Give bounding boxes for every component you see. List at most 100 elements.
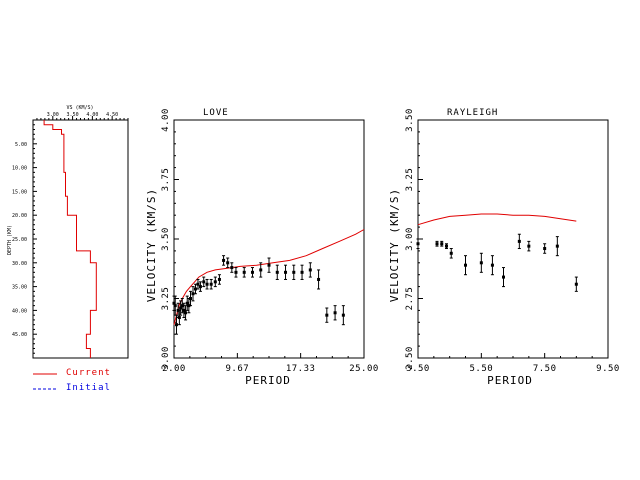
love-point-marker (213, 280, 217, 284)
love-data-point (213, 276, 217, 288)
love-x-tick-label: 2.00 (162, 364, 186, 374)
love-data-point (259, 262, 263, 278)
love-x-tick-labels: 2.00 9.67 17.33 25.00 (162, 364, 379, 374)
rayleigh-data-point (449, 248, 453, 259)
love-x-tick-label: 25.00 (349, 364, 379, 374)
love-data-point (275, 264, 279, 280)
model-y-tick-label: 30.00 (12, 261, 27, 267)
rayleigh-y-tick-label: 2.50 (405, 346, 415, 370)
love-data-point (174, 314, 178, 335)
love-point-marker (202, 280, 206, 284)
rayleigh-point-marker (502, 275, 505, 279)
love-data-point (267, 257, 271, 273)
love-point-marker (217, 277, 221, 281)
love-x-tick-label: 17.33 (286, 364, 316, 374)
love-data-point (185, 295, 189, 311)
rayleigh-point-marker (440, 242, 444, 246)
rayleigh-data-point (416, 238, 420, 250)
rayleigh-data-point (445, 243, 448, 250)
love-data-point (242, 267, 246, 278)
rayleigh-y-tick-label: 2.75 (405, 287, 415, 311)
love-y-tick-label: 3.75 (161, 168, 171, 192)
love-data-point (217, 274, 221, 285)
rayleigh-point-marker (527, 244, 531, 248)
rayleigh-point-marker (479, 261, 483, 265)
rayleigh-point-marker (517, 239, 521, 243)
rayleigh-point-marker (445, 244, 448, 248)
love-ticks (173, 119, 365, 359)
rayleigh-y-tick-label: 3.50 (405, 108, 415, 132)
love-point-marker (196, 282, 200, 286)
love-data-point (308, 262, 312, 278)
rayleigh-y-tick-labels: 2.50 2.75 3.00 3.25 3.50 (405, 108, 415, 370)
love-data-point (180, 298, 184, 314)
rayleigh-observed-points (416, 233, 578, 292)
love-y-tick-label: 3.00 (161, 346, 171, 370)
model-x-tick-label: 3.50 (67, 112, 79, 118)
love-y-tick-labels: 3.00 3.25 3.50 3.75 4.00 (161, 108, 171, 370)
love-data-point (300, 264, 304, 280)
model-panel: VS (KM/S) 3.00 3.50 4.00 4.50 5.00 10.00 15.0… (7, 105, 129, 359)
love-point-marker (172, 301, 176, 305)
rayleigh-x-tick-label: 3.50 (406, 364, 430, 374)
love-point-marker (230, 266, 234, 270)
rayleigh-x-tick-label: 5.50 (469, 364, 493, 374)
love-data-point (222, 255, 226, 266)
love-data-point (209, 278, 213, 290)
rayleigh-point-marker (574, 282, 578, 286)
love-panel: LOVE 2.00 9.67 17.33 25.00 3.00 3.25 3.50 3.75… (145, 108, 379, 387)
love-point-marker (180, 304, 184, 308)
rayleigh-x-tick-label: 9.50 (596, 364, 620, 374)
rayleigh-title: RAYLEIGH (447, 108, 498, 118)
love-y-tick-label: 4.00 (161, 108, 171, 132)
love-point-marker (275, 270, 279, 274)
model-x-tick-label: 4.00 (86, 112, 98, 118)
model-y-tick-label: 40.00 (12, 308, 27, 314)
rayleigh-ticks (417, 119, 609, 359)
rayleigh-point-marker (543, 247, 547, 251)
love-x-axis-label: PERIOD (245, 374, 291, 387)
love-data-point (230, 262, 234, 273)
love-data-point (317, 269, 321, 290)
love-point-marker (184, 311, 188, 315)
love-point-marker (242, 270, 246, 274)
love-data-point (202, 276, 206, 288)
rayleigh-point-marker (435, 242, 439, 246)
love-data-point (182, 302, 186, 319)
rayleigh-data-point (502, 267, 505, 288)
rayleigh-y-axis-label: VELOCITY (KM/S) (388, 188, 401, 302)
love-plot-frame (173, 119, 365, 359)
model-y-tick-label: 20.00 (12, 213, 27, 219)
rayleigh-x-tick-labels: 3.50 5.50 7.50 9.50 (406, 364, 620, 374)
model-y-tick-label: 25.00 (12, 237, 27, 243)
love-point-marker (333, 311, 337, 315)
love-data-point (234, 267, 238, 278)
love-data-point (196, 278, 200, 290)
rayleigh-point-marker (490, 263, 494, 267)
love-point-marker (222, 258, 226, 262)
love-title: LOVE (203, 108, 229, 118)
rayleigh-data-point (555, 236, 559, 257)
love-data-point (250, 267, 254, 278)
love-y-tick-label: 3.50 (161, 227, 171, 251)
model-y-tick-labels: 5.00 10.00 15.00 20.00 25.00 30.00 35.00 40.00 4… (12, 142, 27, 338)
love-point-marker (177, 316, 181, 320)
model-y-tick-label: 10.00 (12, 166, 27, 172)
love-point-marker (173, 304, 177, 308)
rayleigh-x-axis-label: PERIOD (487, 374, 533, 387)
love-point-marker (226, 261, 230, 265)
love-point-marker (179, 306, 183, 310)
rayleigh-y-tick-label: 3.00 (405, 227, 415, 251)
love-point-marker (317, 277, 321, 281)
love-point-marker (189, 297, 193, 300)
rayleigh-point-marker (555, 244, 559, 248)
love-data-point (226, 257, 230, 269)
model-x-tick-label: 4.50 (106, 112, 118, 118)
love-y-tick-label: 3.25 (161, 287, 171, 311)
love-point-marker (205, 282, 209, 286)
rayleigh-point-marker (449, 251, 453, 255)
legend-current-label: Current (66, 368, 111, 378)
love-point-marker (308, 268, 312, 272)
rayleigh-panel: RAYLEIGH 3.50 5.50 7.50 9.50 2.50 2.75 3.00 3.… (388, 108, 620, 387)
